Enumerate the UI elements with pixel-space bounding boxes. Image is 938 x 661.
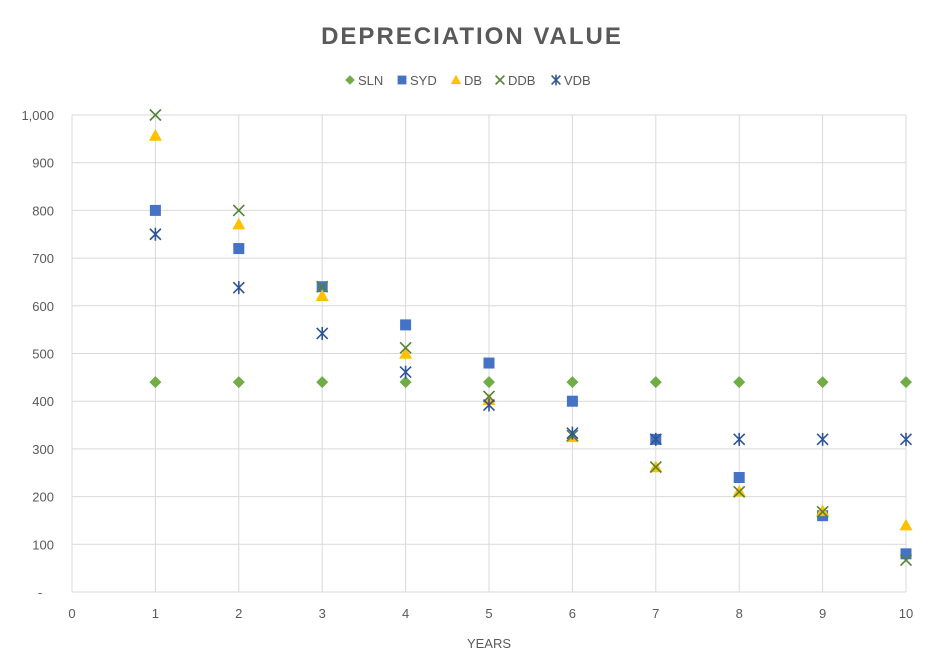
data-point bbox=[900, 548, 912, 560]
legend-label: VDB bbox=[564, 73, 591, 88]
y-tick-label: 300 bbox=[32, 442, 54, 457]
legend-item-db: DB bbox=[450, 73, 482, 88]
chart-title: DEPRECIATION VALUE bbox=[321, 23, 623, 50]
y-tick-label: 200 bbox=[32, 490, 54, 505]
data-point bbox=[316, 280, 329, 293]
legend-marker bbox=[495, 75, 505, 85]
y-tick-label: - bbox=[38, 585, 42, 600]
data-point bbox=[399, 341, 412, 354]
data-point bbox=[483, 376, 495, 389]
data-point bbox=[900, 376, 912, 389]
data-point bbox=[899, 518, 913, 531]
data-point bbox=[816, 376, 829, 389]
x-tick-label: 3 bbox=[319, 606, 326, 621]
x-tick-label: 5 bbox=[485, 606, 492, 621]
data-point bbox=[232, 204, 245, 217]
y-tick-label: 600 bbox=[32, 299, 54, 314]
data-point bbox=[399, 365, 412, 379]
data-point bbox=[400, 319, 412, 331]
series-ddb bbox=[149, 108, 913, 567]
data-point bbox=[232, 376, 245, 389]
legend-label: SLN bbox=[358, 73, 383, 88]
legend-marker bbox=[450, 74, 462, 85]
data-point bbox=[482, 390, 496, 403]
y-tick-label: 400 bbox=[32, 394, 54, 409]
x-tick-label: 10 bbox=[899, 606, 913, 621]
y-tick-label: 800 bbox=[32, 203, 54, 218]
data-point bbox=[149, 227, 162, 241]
x-tick-label: 1 bbox=[152, 606, 159, 621]
data-point bbox=[816, 432, 829, 446]
data-point bbox=[316, 326, 329, 340]
y-axis-ticks: - 100 200 300 400 500 600 700 800 900 1,000 bbox=[21, 108, 54, 600]
y-tick-label: 1,000 bbox=[21, 108, 54, 123]
data-point bbox=[149, 108, 162, 122]
data-points bbox=[148, 108, 913, 567]
legend-item-ddb: DDB bbox=[495, 73, 535, 88]
x-tick-label: 7 bbox=[652, 606, 659, 621]
y-tick-label: 700 bbox=[32, 251, 54, 266]
y-tick-label: 500 bbox=[32, 347, 54, 362]
data-point bbox=[316, 376, 329, 389]
data-point bbox=[232, 281, 245, 295]
y-tick-label: 100 bbox=[32, 537, 54, 552]
data-point bbox=[148, 129, 162, 141]
data-point bbox=[733, 485, 746, 498]
data-point bbox=[233, 243, 245, 255]
data-point bbox=[399, 376, 412, 389]
legend-label: SYD bbox=[410, 73, 437, 88]
data-point bbox=[149, 204, 161, 216]
y-tick-label: 900 bbox=[32, 156, 54, 171]
x-tick-label: 4 bbox=[402, 606, 409, 621]
series-vdb bbox=[149, 227, 913, 446]
data-point bbox=[649, 376, 662, 389]
data-point bbox=[816, 505, 829, 518]
legend: SLN SYD DB DDB VDB bbox=[345, 73, 591, 88]
x-tick-label: 0 bbox=[68, 606, 75, 621]
x-axis-label: YEARS bbox=[467, 636, 511, 651]
data-point bbox=[566, 426, 579, 440]
data-point bbox=[566, 395, 578, 407]
data-point bbox=[149, 376, 162, 389]
data-point bbox=[649, 460, 662, 474]
series-db bbox=[148, 129, 913, 531]
legend-item-vdb: VDB bbox=[551, 73, 591, 88]
legend-marker bbox=[551, 74, 561, 86]
series-sln bbox=[149, 376, 912, 389]
data-point bbox=[483, 357, 495, 369]
data-point bbox=[566, 376, 579, 389]
x-tick-label: 8 bbox=[736, 606, 743, 621]
data-point bbox=[315, 289, 329, 301]
data-point bbox=[482, 398, 496, 412]
legend-label: DDB bbox=[508, 73, 535, 88]
data-point bbox=[733, 432, 746, 446]
legend-item-syd: SYD bbox=[397, 73, 437, 88]
x-tick-label: 2 bbox=[235, 606, 242, 621]
legend-label: DB bbox=[464, 73, 482, 88]
data-point bbox=[899, 553, 913, 567]
legend-marker bbox=[397, 75, 407, 85]
data-point bbox=[733, 472, 745, 484]
gridlines bbox=[71, 114, 907, 593]
legend-marker bbox=[345, 75, 355, 85]
data-point bbox=[649, 432, 662, 446]
legend-item-sln: SLN bbox=[345, 73, 383, 88]
data-point bbox=[399, 347, 413, 359]
data-point bbox=[733, 376, 746, 389]
data-point bbox=[816, 504, 830, 517]
x-tick-label: 9 bbox=[819, 606, 826, 621]
x-axis-ticks: 0 1 2 3 4 5 6 7 8 9 10 bbox=[68, 606, 913, 621]
data-point bbox=[899, 432, 913, 446]
x-tick-label: 6 bbox=[569, 606, 576, 621]
data-point bbox=[232, 217, 246, 230]
